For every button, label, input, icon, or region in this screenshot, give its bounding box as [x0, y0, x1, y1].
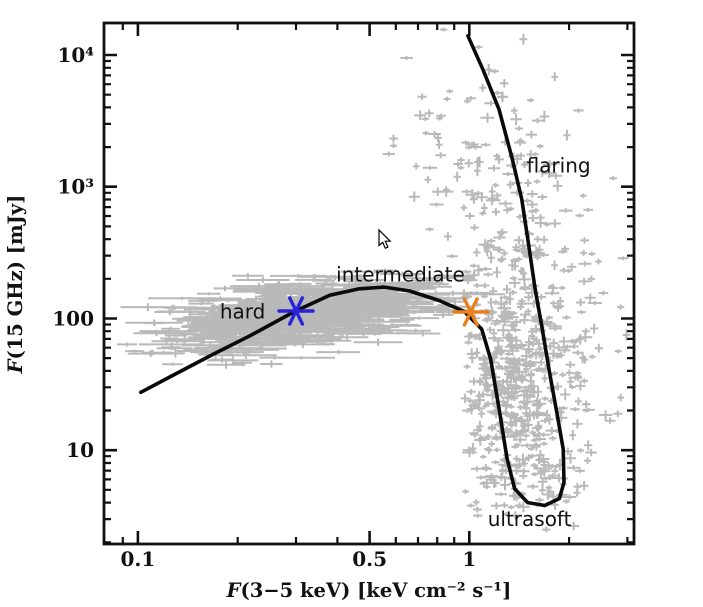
x-tick-label-1: 0.5 [352, 547, 387, 571]
x-tick-label-0: 0.1 [121, 547, 156, 571]
y-tick-label-3: 10⁴ [57, 43, 94, 67]
scatter-points-layer [117, 27, 631, 533]
soft-state-marker [452, 297, 490, 327]
x-axis-title: F(3−5 keV) [keV cm⁻² s⁻¹] [226, 579, 512, 602]
state-label-hard: hard [220, 300, 266, 324]
major-ticks [104, 23, 634, 544]
scatter-cluster-flaring-cloud [382, 27, 587, 289]
cursor-arrow-icon [378, 228, 392, 249]
minor-ticks [104, 23, 634, 544]
state-label-intermediate: intermediate [336, 262, 465, 286]
y-tick-label-0: 10 [66, 438, 94, 462]
state-label-ultrasoft: ultrasoft [488, 507, 572, 531]
soft-state-marker-arm [462, 297, 479, 327]
hard-state-marker-arm [288, 296, 305, 326]
y-axis-title: F(15 GHz) [mJy] [4, 195, 27, 375]
y-tick-label-1: 100 [52, 307, 94, 331]
y-tick-label-2: 10³ [57, 175, 94, 199]
scatter-cluster-below-ultrasoft [535, 406, 597, 533]
hard-state-marker [277, 296, 315, 326]
x-tick-label-2: 1 [462, 547, 476, 571]
state-label-flaring: flaring [527, 154, 591, 178]
state-track-curve [139, 34, 566, 508]
scatter-cluster-right-edge [528, 176, 631, 482]
